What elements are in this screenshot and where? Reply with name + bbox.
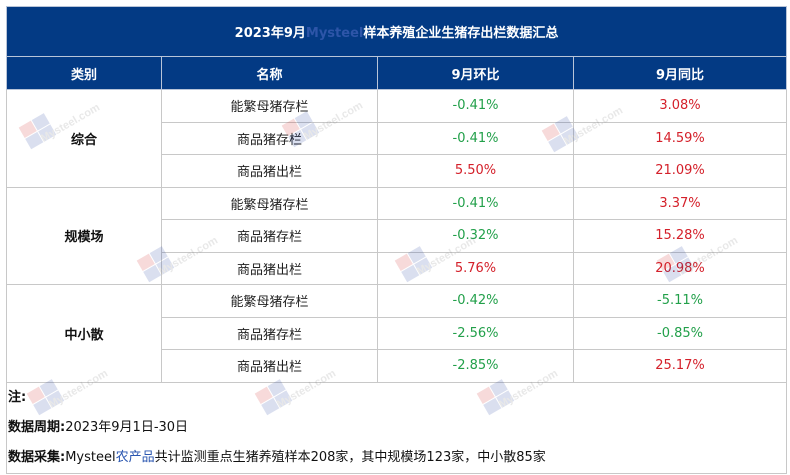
table-row: 商品猪存栏 -2.56% -0.85% bbox=[7, 316, 788, 350]
column-header-name: 名称 bbox=[161, 56, 378, 90]
column-header-yoy: 9月同比 bbox=[572, 56, 788, 90]
notes-period-line: 数据周期:2023年9月1日-30日 bbox=[8, 413, 786, 443]
notes-period-label: 数据周期: bbox=[8, 419, 66, 435]
notes-row: 注: 数据周期:2023年9月1日-30日 数据采集:Mysteel农产品共计监… bbox=[5, 381, 788, 474]
table-row: 商品猪出栏 5.50% 21.09% bbox=[7, 154, 788, 188]
mom-value-cell: 5.76% bbox=[377, 251, 574, 285]
mom-value-cell: 5.50% bbox=[377, 154, 574, 188]
yoy-value-cell: 14.59% bbox=[572, 121, 788, 155]
yoy-value-cell: -0.85% bbox=[572, 316, 788, 350]
item-name-cell: 能繁母猪存栏 bbox=[161, 89, 378, 123]
notes-collection-label: 数据采集: bbox=[8, 449, 66, 465]
mom-value-cell: -2.56% bbox=[377, 316, 574, 350]
title-prefix: 2023年9月 bbox=[234, 26, 306, 41]
title-brand: Mysteel bbox=[305, 26, 364, 41]
notes-agri-link[interactable]: 农产品 bbox=[115, 449, 155, 465]
notes-collection-brand: Mysteel bbox=[65, 449, 116, 465]
title-suffix: 样本养殖企业生猪存出栏数据汇总 bbox=[363, 26, 559, 41]
item-name-cell: 能繁母猪存栏 bbox=[161, 284, 378, 318]
item-name-cell: 商品猪出栏 bbox=[161, 154, 378, 188]
notes-heading-line: 注: bbox=[8, 383, 786, 413]
mom-value-cell: -0.41% bbox=[377, 89, 574, 123]
yoy-value-cell: 21.09% bbox=[572, 154, 788, 188]
category-cell: 中小散 bbox=[6, 284, 162, 383]
notes-cell: 注: 数据周期:2023年9月1日-30日 数据采集:Mysteel农产品共计监… bbox=[5, 381, 788, 474]
column-header-row: 类别 名称 9月环比 9月同比 bbox=[6, 56, 788, 90]
item-name-cell: 能繁母猪存栏 bbox=[161, 186, 378, 220]
item-name-cell: 商品猪存栏 bbox=[161, 219, 378, 253]
table-row: 商品猪出栏 5.76% 20.98% bbox=[7, 251, 788, 285]
table-row: 商品猪出栏 -2.85% 25.17% bbox=[7, 349, 788, 383]
yoy-value-cell: 3.08% bbox=[572, 89, 788, 123]
yoy-value-cell: -5.11% bbox=[572, 284, 788, 318]
yoy-value-cell: 20.98% bbox=[572, 251, 788, 285]
mom-value-cell: -0.41% bbox=[377, 121, 574, 155]
category-cell: 规模场 bbox=[6, 186, 162, 285]
table-title: 2023年9月Mysteel样本养殖企业生猪存出栏数据汇总 bbox=[5, 6, 788, 57]
yoy-value-cell: 25.17% bbox=[572, 349, 788, 383]
mom-value-cell: -0.41% bbox=[377, 186, 574, 220]
mom-value-cell: -0.32% bbox=[377, 219, 574, 253]
title-row: 2023年9月Mysteel样本养殖企业生猪存出栏数据汇总 bbox=[5, 6, 788, 57]
item-name-cell: 商品猪存栏 bbox=[161, 316, 378, 350]
yoy-value-cell: 15.28% bbox=[572, 219, 788, 253]
column-header-category: 类别 bbox=[6, 56, 162, 90]
item-name-cell: 商品猪存栏 bbox=[161, 121, 378, 155]
notes-collection-text: 共计监测重点生猪养殖样本208家，其中规模场123家，中小散85家 bbox=[154, 449, 546, 465]
table-row: 综合 能繁母猪存栏 -0.41% 3.08% bbox=[6, 89, 788, 188]
table-row: 中小散 能繁母猪存栏 -0.42% -5.11% bbox=[6, 284, 788, 383]
item-name-cell: 商品猪出栏 bbox=[161, 349, 378, 383]
table-row: 商品猪存栏 -0.41% 14.59% bbox=[7, 121, 788, 155]
column-header-mom: 9月环比 bbox=[377, 56, 574, 90]
category-cell: 综合 bbox=[6, 89, 162, 188]
notes-period-value: 2023年9月1日-30日 bbox=[65, 419, 189, 435]
table-row: 规模场 能繁母猪存栏 -0.41% 3.37% bbox=[6, 186, 788, 285]
hog-inventory-table: 2023年9月Mysteel样本养殖企业生猪存出栏数据汇总 类别 名称 9月环比… bbox=[5, 6, 788, 474]
mom-value-cell: -0.42% bbox=[377, 284, 574, 318]
item-name-cell: 商品猪出栏 bbox=[161, 251, 378, 285]
data-summary-table-container: 2023年9月Mysteel样本养殖企业生猪存出栏数据汇总 类别 名称 9月环比… bbox=[5, 6, 788, 474]
notes-collection-line: 数据采集:Mysteel农产品共计监测重点生猪养殖样本208家，其中规模场123… bbox=[8, 443, 786, 473]
yoy-value-cell: 3.37% bbox=[572, 186, 788, 220]
mom-value-cell: -2.85% bbox=[377, 349, 574, 383]
table-row: 商品猪存栏 -0.32% 15.28% bbox=[7, 219, 788, 253]
notes-heading: 注: bbox=[8, 389, 27, 405]
